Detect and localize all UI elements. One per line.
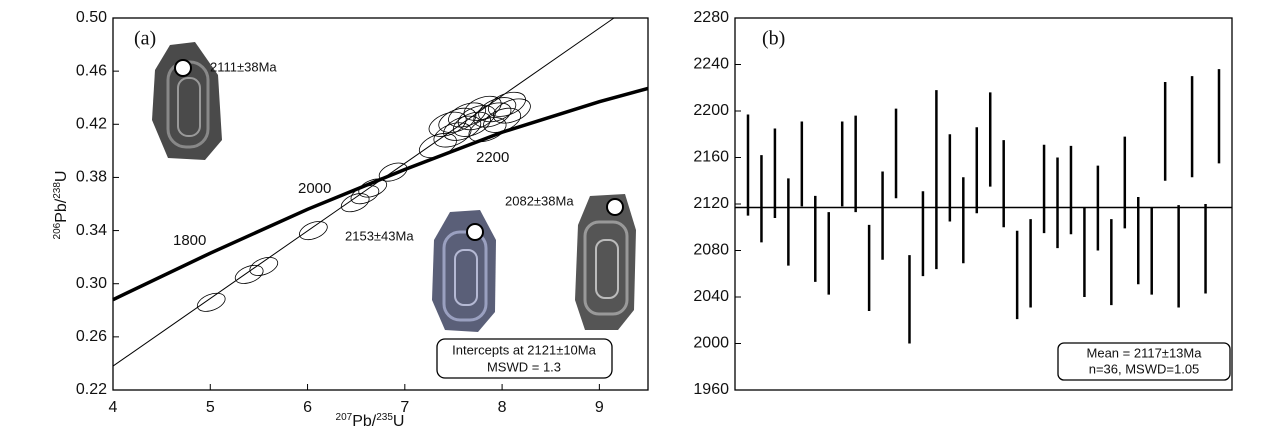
spot-age: 2153±43Ma <box>345 228 414 243</box>
zircon-image <box>575 194 636 330</box>
stats-text: n=36, MSWD=1.05 <box>1089 361 1200 376</box>
page: 1960 2000 2040 2080 2120 2160 2200 2240 2280 0.22… <box>0 0 1278 432</box>
y-tick-label: 0.26 <box>76 328 107 345</box>
panel-label: (a) <box>134 28 156 50</box>
y-tick-label: 1960 <box>693 381 729 398</box>
panel-label: (b) <box>762 28 785 50</box>
y-tick-label: 2200 <box>693 102 729 119</box>
y-tick-label: 0.22 <box>76 381 107 398</box>
intercept-text: Intercepts at 2121±10Ma <box>452 342 596 357</box>
age-label: 1800 <box>173 232 206 249</box>
y-tick-label: 2120 <box>693 195 729 212</box>
x-tick-label: 4 <box>109 399 118 416</box>
zircon-image <box>432 210 496 332</box>
x-tick-label: 9 <box>595 399 604 416</box>
y-tick-label: 0.34 <box>76 222 107 239</box>
y-tick-label: 2280 <box>693 9 729 26</box>
x-tick-label: 8 <box>498 399 507 416</box>
y-tick-label: 0.30 <box>76 275 107 292</box>
y-tick-label: 2040 <box>693 288 729 305</box>
mean-text: Mean = 2117±13Ma <box>1087 345 1203 360</box>
y-tick-label: 2080 <box>693 242 729 259</box>
mswd-text: MSWD = 1.3 <box>487 359 561 374</box>
y-tick-label: 2160 <box>693 149 729 166</box>
error-ellipse <box>233 262 266 287</box>
figure: 1960 2000 2040 2080 2120 2160 2200 2240 2280 0.22… <box>0 0 1278 432</box>
y-tick-label: 0.50 <box>76 9 107 26</box>
x-axis-label: 207Pb/235U <box>336 412 405 431</box>
y-tick-label: 0.42 <box>76 116 107 133</box>
spot-age: 2111±38Ma <box>210 59 277 74</box>
plot-b: 1960 2000 2040 2080 2120 2160 2200 2240 2280 <box>693 9 1232 398</box>
y-tick-label: 2240 <box>693 56 729 73</box>
y-axis-label: 206Pb/238U <box>52 171 71 240</box>
error-ellipse <box>195 290 228 315</box>
y-tick-label: 0.46 <box>76 62 107 79</box>
age-label: 2200 <box>476 149 509 166</box>
age-label: 2000 <box>298 180 331 197</box>
x-tick-label: 5 <box>206 399 215 416</box>
error-ellipse <box>297 218 330 243</box>
y-tick-label: 2000 <box>693 335 729 352</box>
spot-age: 2082±38Ma <box>505 193 574 208</box>
x-tick-label: 6 <box>303 399 312 416</box>
error-ellipse <box>247 254 280 279</box>
y-tick-label: 0.38 <box>76 169 107 186</box>
plot-frame-b <box>735 18 1232 390</box>
